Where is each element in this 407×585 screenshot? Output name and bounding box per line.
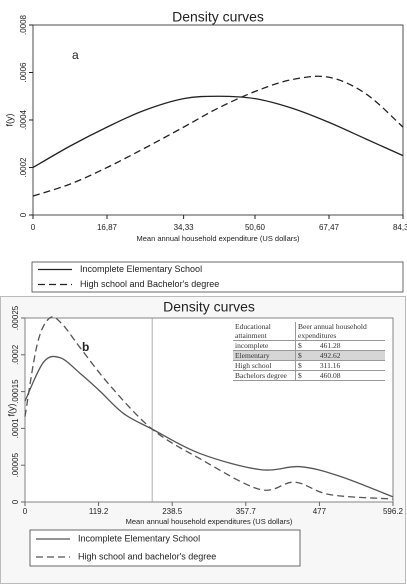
table-row: High school $311.16 [233,360,385,371]
y-tick-label: .0002 [19,157,28,178]
y-tick-label: .0008 [19,14,28,35]
x-tick-label: 67,47 [319,223,340,232]
legend-label: High school and Bachelor's degree [80,279,219,289]
x-tick-label: 34,33 [174,223,195,232]
y-tick-label: .00005 [11,452,20,477]
table-cell: Bachelors degree [233,370,296,381]
table-row: Elementary $492.62 [233,350,385,361]
table-cell: Elementary [233,350,296,361]
table-cell: 492.62 [317,350,385,361]
y-tick-label: .0002 [11,344,20,365]
table-cell: 460.08 [317,370,385,381]
y-axis-label: f(y) [6,404,16,417]
legend-box [31,261,404,293]
x-tick-label: 119.2 [89,507,109,516]
table-cell: $ [294,340,318,351]
y-tick-label: .0004 [19,109,28,130]
chart-title: Density curves [172,9,264,25]
density-curve [32,75,404,197]
table-row: Bachelors degree $460.08 [233,370,385,381]
y-tick-label: .0001 [11,418,20,439]
x-tick-label: 0 [23,507,28,516]
table-cell: $ [294,350,318,361]
density-curve [24,316,394,500]
legend-label: Incomplete Elementary School [78,533,200,543]
summary-table: Educational attainment Beer annual househ… [233,322,385,381]
y-axis-label: f(y) [4,114,14,127]
x-axis-label: Mean annual household expenditures (US d… [126,517,293,526]
plot-frame [32,24,404,216]
table-cell: Beer annual household expenditures [294,322,385,341]
chart-title: Density curves [163,299,255,315]
x-axis-label: Mean annual household expenditure (US do… [136,234,300,243]
x-tick-label: 477 [313,507,327,516]
x-tick-label: 596.2 [383,507,404,516]
table-cell: High school [233,360,296,371]
x-tick-label: 16,87 [97,223,118,232]
legend-label: Incomplete Elementary School [80,264,202,274]
table-cell: 311.16 [317,360,385,371]
legend-label: High school and bachelor's degree [78,551,216,561]
legend-box [29,529,301,567]
y-tick-label: .00025 [11,305,20,330]
table-cell: Educational attainment [233,322,296,341]
density-curve [32,95,404,169]
panel-annotation: b [82,340,89,354]
y-tick-label: 0 [19,212,28,217]
x-tick-label: 357.7 [236,507,257,516]
table-cell: 461.28 [317,340,385,351]
table-cell: $ [294,370,318,381]
x-tick-label: 84,34 [393,223,407,232]
table-cell: $ [294,360,318,371]
x-tick-label: 50,60 [245,223,266,232]
panel-annotation: a [72,48,79,62]
table-cell: incomplete [233,340,296,351]
table-row: incomplete $461.28 [233,340,385,351]
y-tick-label: .0006 [19,62,28,83]
y-tick-label: 0 [11,499,20,504]
y-tick-label: .00015 [11,379,20,404]
density-curve [24,355,394,498]
x-tick-label: 0 [31,223,36,232]
x-tick-label: 238.5 [162,507,183,516]
table-header: Educational attainment Beer annual househ… [233,322,385,341]
